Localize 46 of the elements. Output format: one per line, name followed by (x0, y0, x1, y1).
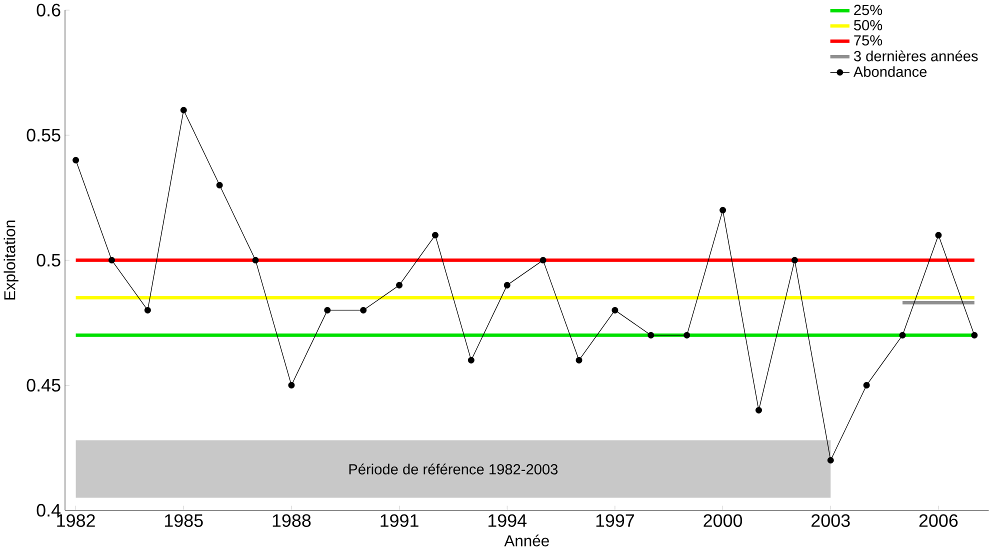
legend-label: 3 dernières années (854, 50, 978, 62)
point (971, 332, 978, 338)
point (504, 282, 510, 288)
point (288, 382, 295, 388)
point (108, 256, 115, 264)
legend-label: Abondance (853, 66, 927, 77)
point (684, 332, 690, 338)
x-tick-label: 2000 (704, 514, 742, 527)
y-tick-label: 0.5 (36, 254, 60, 266)
point (612, 306, 618, 314)
x-tick-label: 1985 (165, 514, 203, 527)
legend-label: 50% (854, 20, 882, 30)
legend-label: 25% (854, 4, 882, 16)
y-tick-label: 0.6 (36, 4, 60, 16)
legend-label: 75% (854, 35, 882, 46)
point (648, 332, 654, 338)
point (252, 256, 259, 264)
point (396, 282, 403, 288)
point (935, 232, 942, 238)
x-axis-title: Année (504, 534, 549, 546)
point (791, 256, 798, 264)
point (576, 356, 582, 364)
point (324, 306, 331, 314)
y-tick-label: 0.45 (26, 378, 60, 392)
band-label: Période de référence 1982-2003 (349, 464, 558, 474)
point (827, 456, 834, 464)
point (216, 182, 223, 188)
point (899, 332, 906, 338)
point (72, 156, 80, 164)
point (863, 382, 870, 388)
y-axis-title: Exploitation (4, 220, 18, 300)
point (432, 232, 438, 238)
y-tick-label: 0.55 (26, 128, 60, 142)
x-tick-label: 2006 (919, 514, 958, 527)
x-tick-label: 1991 (380, 514, 418, 527)
point (540, 256, 546, 264)
point (755, 406, 762, 414)
point (468, 356, 474, 364)
x-tick-label: 1994 (488, 514, 527, 527)
point (144, 306, 151, 314)
point (360, 306, 367, 314)
point (180, 106, 187, 114)
x-tick-label: 2003 (812, 514, 850, 527)
x-tick-label: 1997 (596, 514, 634, 527)
point (720, 206, 726, 214)
x-tick-label: 1988 (272, 514, 311, 527)
